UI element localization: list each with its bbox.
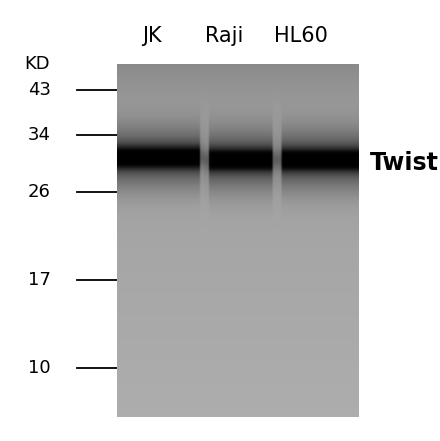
- Text: Twist1: Twist1: [370, 151, 440, 175]
- Text: KD: KD: [24, 55, 50, 73]
- Text: Raji: Raji: [205, 26, 244, 46]
- Text: 17: 17: [28, 271, 51, 289]
- Text: 43: 43: [28, 82, 51, 99]
- Text: 10: 10: [28, 359, 51, 377]
- Text: 26: 26: [28, 183, 51, 201]
- Text: HL60: HL60: [275, 26, 328, 46]
- Text: JK: JK: [142, 26, 161, 46]
- Text: 34: 34: [28, 126, 51, 143]
